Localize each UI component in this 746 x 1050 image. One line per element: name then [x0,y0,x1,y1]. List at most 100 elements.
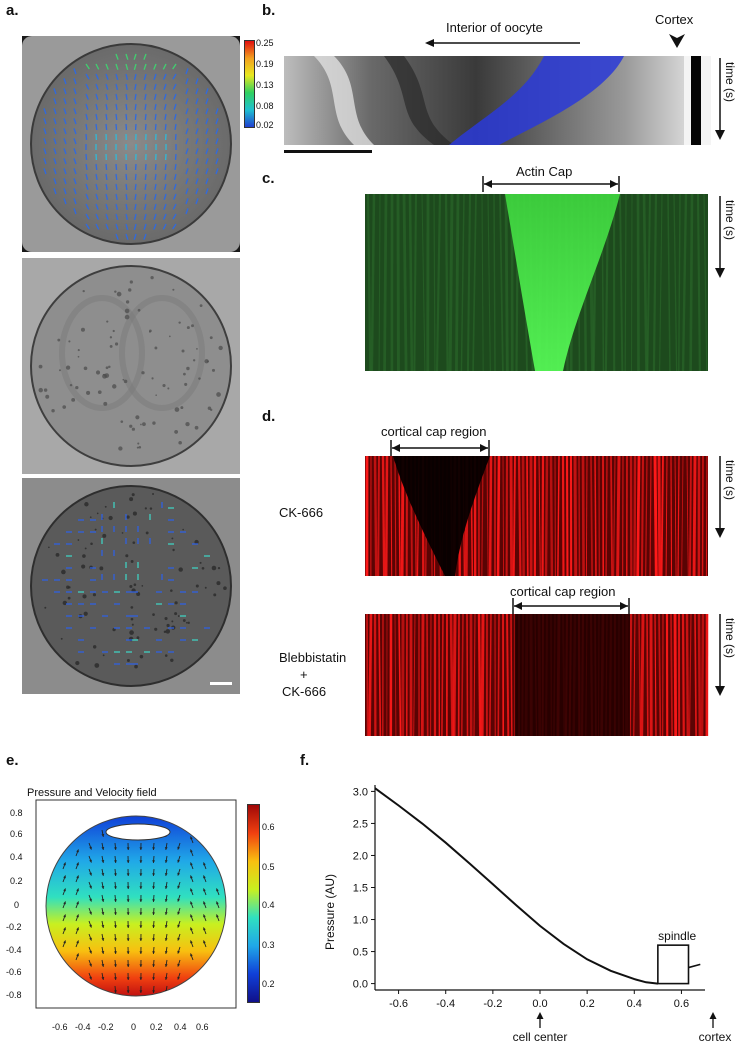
panel-a-label: a. [6,2,19,19]
velocity-arrowhead [76,927,79,931]
velocity-arrowhead [101,977,105,980]
panel-e-x-tick: -0.2 [98,1022,114,1032]
velocity-arrow [53,108,57,115]
speckle [130,606,134,609]
speckle [185,621,188,624]
velocity-arrow [195,98,199,105]
speckle [129,630,134,635]
kymo-streak [377,455,380,577]
speckle [187,621,190,625]
kymo-streak [649,455,652,577]
panel-d-time-arrow-1 [715,456,725,538]
y-tick-label: 1.5 [353,883,368,895]
speckle [94,663,100,668]
velocity-arrow [53,118,57,125]
velocity-arrow [205,188,209,195]
velocity-arrow [85,93,89,100]
velocity-arrowhead [190,888,193,892]
velocity-arrowhead [203,927,206,931]
speckle [83,366,88,371]
kymo-streak [444,193,449,372]
velocity-arrowhead [139,860,143,863]
velocity-arrow [154,103,157,111]
velocity-arrow [185,198,189,205]
velocity-arrowhead [126,951,130,954]
speckle [183,372,186,376]
velocity-arrowhead [190,862,193,866]
velocity-arrow [144,103,147,111]
velocity-arrow [53,88,57,95]
velocity-arrow [143,203,147,210]
spindle-box [657,944,690,985]
kymo-streak [421,193,426,372]
speckle [121,532,124,534]
panel-e-x-tick: -0.6 [52,1022,68,1032]
velocity-arrow [95,83,99,90]
speckle [96,512,99,515]
speckle [129,280,133,284]
kymo-streak [413,193,418,372]
pressure-chart: 3.0 2.5 2.0 1.5 1.0 0.5 0.0 -0.6 -0.4 -0.2 0.0 0.2 0… [353,785,731,1044]
speckle [137,308,141,312]
velocity-arrow [134,103,137,111]
kymo-streak [420,613,425,737]
speckle [154,346,158,350]
speckle [114,290,117,293]
cortex-arrowhead [669,34,685,48]
velocity-arrowhead [177,950,181,954]
velocity-arrow [43,128,47,135]
velocity-arrowhead [89,898,92,902]
speckle [142,422,146,427]
velocity-arrowhead [216,888,219,892]
kymo-streak [394,613,397,737]
velocity-arrow [105,113,108,121]
speckle [206,360,210,363]
velocity-arrowhead [152,847,156,850]
velocity-arrowhead [101,899,105,902]
velocity-arrow [205,178,209,185]
velocity-arrow [73,198,77,205]
kymo-streak [489,613,492,737]
velocity-arrow [105,163,108,171]
velocity-arrow [73,178,77,185]
kymo-streak [681,613,685,737]
velocity-arrowhead [152,925,156,928]
kymo-streak [549,455,554,577]
velocity-arrowhead [164,847,168,850]
velocity-arrowhead [164,860,168,863]
velocity-arrow [63,88,67,95]
velocity-arrow [162,223,167,230]
velocity-arrow [173,103,177,110]
velocity-arrow [173,93,177,100]
velocity-arrow [172,73,177,80]
velocity-arrowhead [190,836,193,840]
kymo-streak [703,193,708,372]
velocity-arrow [63,178,67,185]
kymo-streak [654,613,657,737]
velocity-arrowhead [63,927,66,931]
velocity-arrow [105,63,109,70]
velocity-arrowhead [114,886,117,889]
velocity-arrowhead [76,862,79,866]
panel-d-time-label-1: time (s) [723,460,737,500]
speckle [178,567,183,572]
velocity-arrow [85,193,89,200]
velocity-arrow [153,223,157,230]
x-tick-label: 0.2 [579,998,594,1010]
kymo-streak [594,455,597,577]
velocity-arrowhead [177,976,181,980]
velocity-arrow [154,163,157,171]
panel-a-colorbar-tick: 0.13 [256,80,274,90]
velocity-arrow [153,213,157,220]
kymo-streak [538,455,541,577]
kymo-streak [413,613,416,737]
velocity-arrowhead [164,912,168,915]
velocity-arrow [95,183,99,190]
speckle [71,397,76,402]
speckle [164,654,168,657]
velocity-arrow [95,123,98,131]
velocity-arrow [195,178,199,185]
velocity-arrow [205,128,209,135]
speckle [168,335,171,338]
kymo-streak [573,455,578,577]
